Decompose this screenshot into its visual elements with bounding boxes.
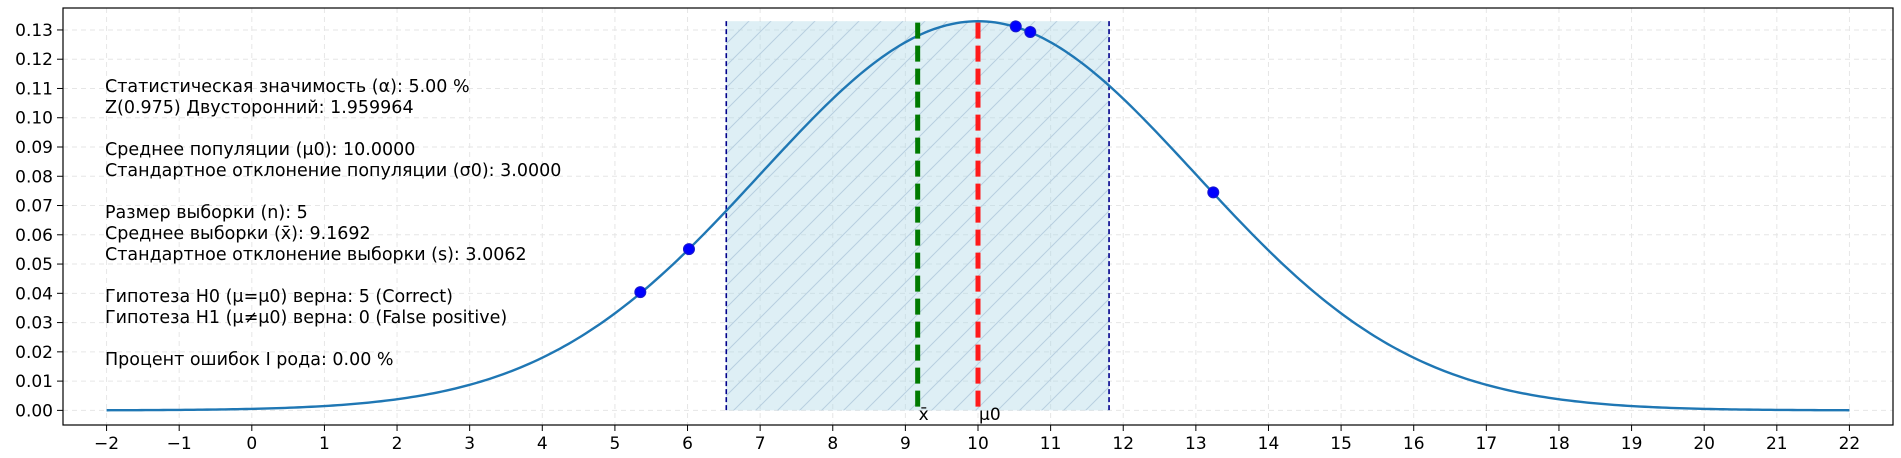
x-tick-label: 5: [609, 434, 620, 454]
sample-point: [1009, 20, 1022, 33]
x-tick-label: 2: [392, 434, 403, 454]
x-tick-label: 4: [537, 434, 548, 454]
x-tick-label: 6: [682, 434, 693, 454]
x-tick-label: 20: [1693, 434, 1715, 454]
sample-point: [634, 286, 647, 299]
y-tick-label: 0.09: [15, 138, 53, 158]
y-tick-label: 0.13: [15, 21, 53, 41]
x-tick-label: −2: [94, 434, 119, 454]
x-tick-label: 14: [1258, 434, 1280, 454]
x-tick-label: 13: [1185, 434, 1207, 454]
y-tick-label: 0.06: [15, 226, 53, 246]
y-tick-label: 0.12: [15, 50, 53, 70]
y-tick-label: 0.10: [15, 109, 53, 129]
x-tick-label: 7: [755, 434, 766, 454]
x-tick-label: 22: [1839, 434, 1861, 454]
sample-point: [1207, 186, 1220, 199]
sample-point: [1024, 25, 1037, 38]
sample-point: [682, 243, 695, 256]
y-tick-label: 0.04: [15, 284, 53, 304]
y-tick-label: 0.07: [15, 197, 53, 217]
axes: −2 −1 0 1 2 3 4 5 6 7 8 9 10 11 12 13 14 15 16 17 18 19 20 21 22…: [15, 7, 1894, 454]
x-tick-label: 0: [246, 434, 257, 454]
x-tick-label: −1: [167, 434, 192, 454]
x-tick-label: 17: [1476, 434, 1498, 454]
y-tick-label: 0.02: [15, 343, 53, 363]
annotation-sample-sd: Стандартное отклонение выборки (s): 3.00…: [105, 245, 527, 265]
y-tick-label: 0.11: [15, 79, 53, 99]
marker-label-population-mean: μ0: [979, 405, 1001, 425]
x-tick-label: 12: [1112, 434, 1134, 454]
y-tick-label: 0.01: [15, 372, 53, 392]
annotation-sample-size: Размер выборки (n): 5: [105, 203, 308, 223]
x-tick-label: 21: [1766, 434, 1788, 454]
x-tick-label: 1: [319, 434, 330, 454]
y-tick-label: 0.03: [15, 314, 53, 334]
annotation-z-value: Z(0.975) Двусторонний: 1.959964: [105, 98, 414, 118]
annotation-h0-count: Гипотеза H0 (μ=μ0) верна: 5 (Correct): [105, 287, 453, 307]
density-curve-layer: [106, 20, 1850, 412]
x-tick-label: 10: [967, 434, 989, 454]
x-tick-label: 16: [1403, 434, 1425, 454]
vertical-markers: x̄ μ0: [915, 22, 1001, 425]
sample-points: [634, 20, 1220, 299]
density-curve: [106, 20, 1850, 412]
annotation-h1-count: Гипотеза H1 (μ≠μ0) верна: 0 (False posit…: [105, 308, 508, 328]
y-tick-label: 0.00: [15, 401, 53, 421]
annotation-population-mean: Среднее популяции (μ0): 10.0000: [105, 140, 416, 160]
x-tick-label: 15: [1330, 434, 1352, 454]
grid: [63, 8, 1893, 425]
x-tick-label: 8: [827, 434, 838, 454]
annotation-type1-error: Процент ошибок I рода: 0.00 %: [105, 350, 394, 370]
x-tick-label: 3: [464, 434, 475, 454]
annotation-alpha: Статистическая значимость (α): 5.00 %: [105, 77, 470, 97]
y-tick-label: 0.05: [15, 255, 53, 275]
x-tick-label: 18: [1548, 434, 1570, 454]
annotation-population-sd: Стандартное отклонение популяции (σ0): 3…: [105, 161, 562, 181]
y-tick-label: 0.08: [15, 167, 53, 187]
x-tick-label: 9: [900, 434, 911, 454]
x-tick-label: 11: [1040, 434, 1062, 454]
annotation-sample-mean: Среднее выборки (x̄): 9.1692: [105, 224, 371, 244]
marker-label-sample-mean: x̄: [919, 405, 929, 425]
x-tick-label: 19: [1621, 434, 1643, 454]
